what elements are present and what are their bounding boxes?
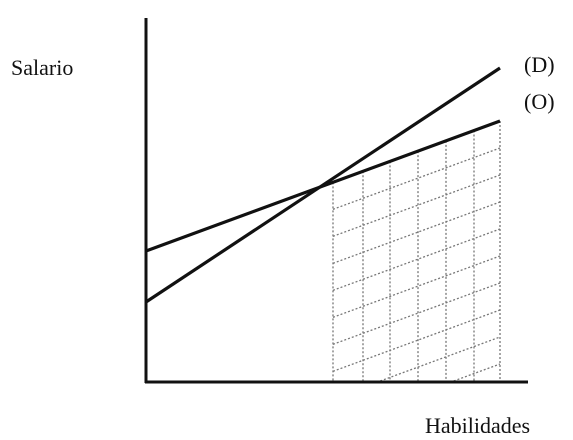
supply-line <box>145 119 501 253</box>
hatch-diagonal-line <box>379 336 501 382</box>
hatch-diagonal-line <box>332 255 501 318</box>
hatched-region <box>332 121 501 382</box>
hatch-diagonal-line <box>332 228 501 291</box>
hatch-diagonal-line <box>453 363 501 382</box>
hatch-diagonal-line <box>332 174 501 237</box>
hatch-diagonal-line <box>332 201 501 264</box>
demand-line-label: (D) <box>524 52 555 77</box>
x-axis-label: Habilidades <box>425 413 530 438</box>
hatch-diagonal-line <box>332 282 501 345</box>
y-axis-label: Salario <box>11 55 73 80</box>
hatch-diagonal-line <box>332 147 501 210</box>
supply-line-label: (O) <box>524 89 555 114</box>
hatch-diagonal-line <box>332 309 501 372</box>
